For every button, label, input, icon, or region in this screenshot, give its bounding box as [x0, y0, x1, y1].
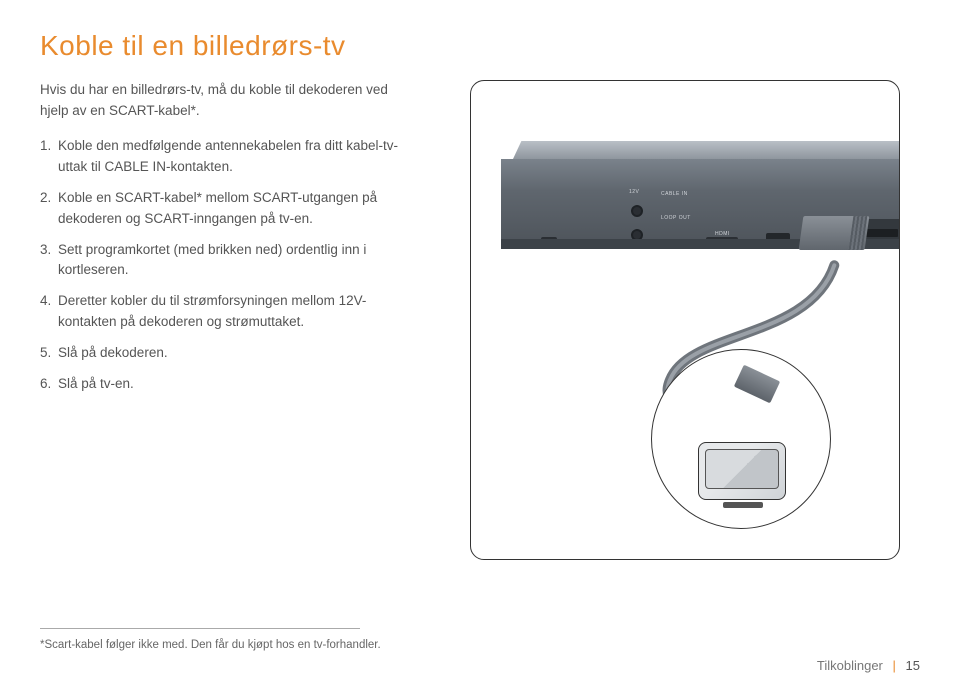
- page-footer: Tilkoblinger | 15: [817, 658, 920, 673]
- step-item: Koble en SCART-kabel* mellom SCART-utgan…: [40, 188, 420, 230]
- diagram-column: 12V CABLE IN LOOP OUT HDMI: [450, 80, 920, 560]
- tv-detail-circle: [651, 349, 831, 529]
- port-12v-icon: [631, 205, 643, 217]
- content-row: Hvis du har en billedrørs-tv, må du kobl…: [40, 80, 920, 560]
- step-item: Deretter kobler du til strømforsyningen …: [40, 291, 420, 333]
- text-column: Hvis du har en billedrørs-tv, må du kobl…: [40, 80, 420, 560]
- footnote-text: *Scart-kabel følger ikke med. Den får du…: [40, 639, 381, 651]
- intro-paragraph: Hvis du har en billedrørs-tv, må du kobl…: [40, 80, 420, 122]
- step-item: Slå på dekoderen.: [40, 343, 420, 364]
- diagram-frame: 12V CABLE IN LOOP OUT HDMI: [470, 80, 900, 560]
- scart-plug-decoder-icon: [801, 216, 891, 271]
- steps-list: Koble den medfølgende antennekabelen fra…: [40, 136, 420, 395]
- step-item: Slå på tv-en.: [40, 374, 420, 395]
- step-item: Koble den medfølgende antennekabelen fra…: [40, 136, 420, 178]
- step-item: Sett programkortet (med brikken ned) ord…: [40, 240, 420, 282]
- port-label-12v: 12V: [629, 189, 639, 195]
- port-label-cablein: CABLE IN: [661, 191, 688, 197]
- scart-plug-tv-icon: [737, 372, 797, 422]
- page-heading: Koble til en billedrørs-tv: [40, 30, 920, 62]
- footer-page-number: 15: [906, 658, 920, 673]
- footer-section: Tilkoblinger: [817, 658, 883, 673]
- crt-tv-icon: [698, 442, 788, 508]
- footnote-divider: [40, 628, 360, 629]
- footer-separator-icon: |: [893, 658, 896, 673]
- port-label-loopout: LOOP OUT: [661, 215, 691, 221]
